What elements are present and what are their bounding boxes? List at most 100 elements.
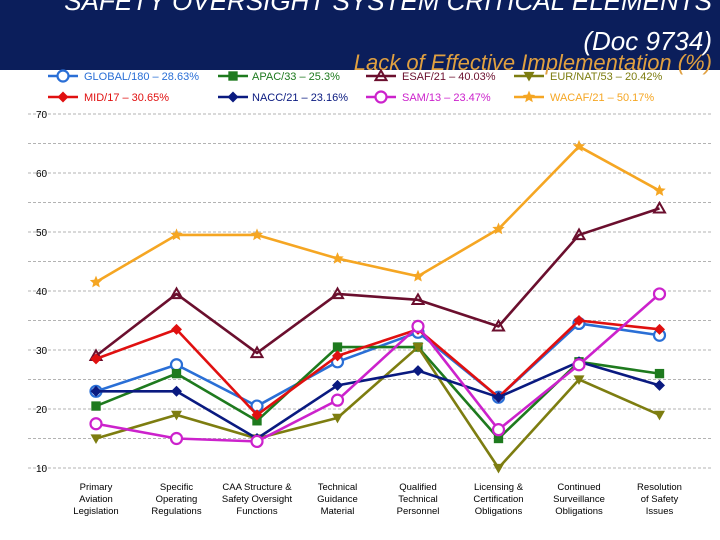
data-point (572, 139, 586, 152)
x-category-label-line: Obligations (475, 506, 523, 517)
legend-label: GLOBAL/180 – 28.63% (84, 71, 199, 83)
data-point (332, 379, 343, 391)
data-point (523, 71, 535, 82)
data-point (171, 410, 182, 421)
data-point (56, 69, 70, 83)
legend-label: APAC/33 – 25.3% (252, 71, 340, 83)
data-point (171, 385, 182, 397)
data-point (169, 431, 184, 446)
y-tick-label: 30 (36, 346, 48, 357)
data-point (492, 222, 505, 235)
data-point (412, 365, 424, 377)
legend-label: EUR/NAT/53 – 20.42% (550, 71, 663, 83)
y-tick-label: 50 (36, 228, 48, 239)
x-category-label: Specific Operating Regulations (151, 482, 201, 517)
data-point (330, 393, 345, 407)
data-point (491, 423, 506, 437)
data-point (491, 318, 506, 332)
series-group (89, 287, 667, 449)
data-point (89, 275, 103, 288)
page-title: SAFETY OVERSIGHT SYSTEM CRITICAL ELEMENT… (64, 0, 712, 16)
data-point (171, 368, 182, 379)
data-point (411, 319, 425, 333)
header-band (0, 0, 720, 70)
data-point (91, 401, 101, 411)
data-point (228, 71, 238, 81)
series-group (88, 200, 667, 362)
x-category-label-line: Legislation (73, 506, 118, 517)
x-category-label-line: Surveillance (553, 494, 605, 505)
legend-entry: NACC/21 – 23.16% (218, 91, 348, 104)
y-tick-label: 40 (36, 287, 48, 298)
data-point (493, 433, 504, 444)
x-category-label-line: Technical (318, 482, 358, 493)
data-point (411, 269, 425, 282)
legend-entry: GLOBAL/180 – 28.63% (48, 69, 199, 83)
x-category-label: CAA Structure & Safety Oversight Functions (222, 482, 293, 517)
data-point (169, 358, 184, 372)
x-category-label-line: Specific (160, 482, 194, 493)
x-category-label-line: Regulations (151, 506, 201, 517)
data-point (654, 368, 665, 379)
x-category-label-line: Obligations (555, 506, 603, 517)
chart-subtitle: Lack of Effective Implementation (%) (353, 50, 712, 75)
series-line (95, 292, 661, 443)
series-line (95, 345, 661, 470)
x-category-label-line: of Safety (641, 494, 679, 505)
data-point (652, 287, 667, 301)
legend-label: WACAF/21 – 50.17% (550, 92, 654, 104)
chart-grid (28, 113, 712, 469)
x-category-label: Resolution of Safety Issues (637, 482, 682, 517)
data-point (249, 345, 265, 359)
x-category-label-line: Safety Oversight (222, 494, 293, 505)
data-point (250, 228, 264, 241)
legend-entry: SAM/13 – 23.47% (366, 90, 491, 104)
x-category-label: Continued Surveillance Obligations (553, 482, 605, 517)
x-category-label: Primary Aviation Legislation (73, 482, 118, 517)
legend-label: NACC/21 – 23.16% (252, 92, 348, 104)
data-point (252, 416, 262, 426)
data-point (374, 90, 388, 104)
y-axis-tick-labels: 10 20 30 40 50 60 70 (36, 110, 48, 475)
data-point (332, 342, 343, 352)
data-point (654, 379, 665, 391)
data-point (90, 434, 102, 444)
x-category-label-line: CAA Structure & (222, 482, 292, 493)
legend-label: ESAF/21 – 40.03% (402, 71, 496, 83)
data-point (652, 200, 667, 214)
legend-entry: ESAF/21 – 40.03% (366, 68, 496, 83)
data-point (410, 292, 426, 305)
legend-entry: APAC/33 – 25.3% (218, 71, 340, 83)
series-line (95, 145, 661, 284)
legend-label: MID/17 – 30.65% (84, 92, 169, 104)
data-point (572, 358, 586, 372)
x-axis-category-labels: Primary Aviation Legislation Specific Operat… (73, 482, 682, 517)
x-category-label-line: Operating (156, 494, 198, 505)
x-category-label-line: Aviation (79, 494, 113, 505)
y-tick-label: 10 (36, 464, 48, 475)
data-point (653, 184, 666, 196)
x-category-label-line: Technical (398, 494, 438, 505)
x-category-label-line: Licensing & (474, 482, 524, 493)
data-point (412, 342, 424, 353)
series-line (96, 360, 660, 440)
legend-entry: WACAF/21 – 50.17% (514, 90, 654, 104)
x-category-label-line: Guidance (317, 494, 358, 505)
data-point (493, 391, 504, 403)
y-tick-label: 20 (36, 405, 48, 416)
x-category-label-line: Issues (646, 506, 674, 517)
series-line (95, 319, 660, 417)
x-category-label-line: Material (321, 506, 355, 517)
data-point (522, 90, 536, 103)
data-point (89, 417, 103, 431)
x-category-label-line: Qualified (399, 482, 437, 493)
x-category-label-line: Continued (557, 482, 600, 493)
y-tick-label: 60 (36, 169, 48, 180)
data-point (654, 410, 665, 421)
page-title-doc-reference: (Doc 9734) (583, 26, 712, 56)
data-point (227, 91, 239, 103)
legend-label: SAM/13 – 23.47% (402, 92, 491, 104)
series-group (89, 139, 666, 288)
x-category-label: Licensing & Certification Obligations (473, 482, 523, 517)
